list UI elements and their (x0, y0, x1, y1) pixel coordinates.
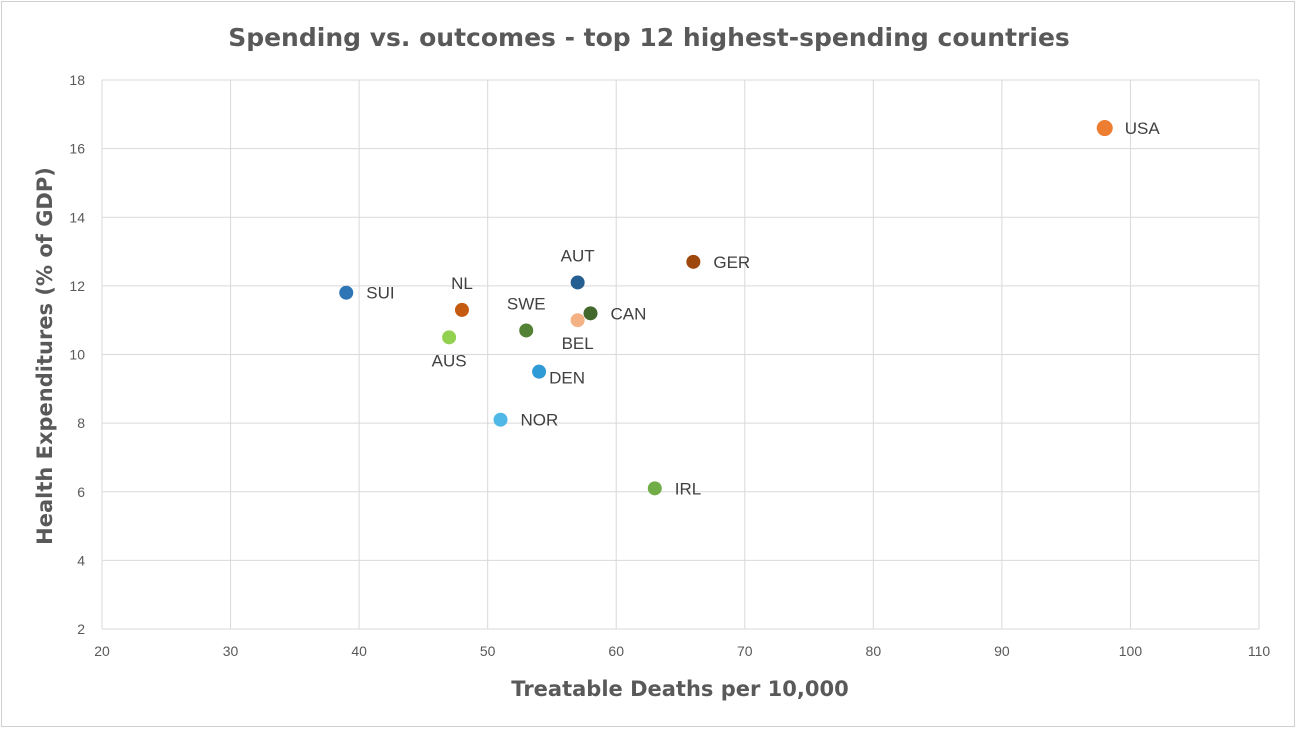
y-tick-label: 8 (77, 415, 85, 431)
x-tick-label: 30 (223, 643, 239, 659)
data-point-marker (570, 275, 585, 290)
y-tick-label: 14 (69, 209, 85, 225)
point-ger: GER (686, 253, 750, 272)
data-point-label: AUT (561, 246, 595, 265)
point-aut: AUT (561, 246, 595, 290)
point-usa: USA (1096, 119, 1161, 138)
data-point-label: GER (713, 253, 750, 272)
data-points: USA GER AUT SUI NL CAN BEL SWE AUS DEN NOR IRL (339, 119, 1160, 498)
y-tick-label: 2 (77, 621, 85, 637)
grid-lines (101, 79, 1260, 630)
data-point-marker (570, 313, 585, 328)
point-nl: NL (451, 274, 473, 317)
data-point-marker (532, 364, 547, 379)
data-point-label: DEN (549, 369, 585, 388)
data-point-label: BEL (562, 334, 594, 353)
data-point-marker (583, 306, 598, 321)
data-point-marker (519, 323, 534, 338)
y-tick-label: 16 (69, 141, 85, 157)
data-point-marker (647, 481, 662, 496)
data-point-marker (686, 254, 701, 269)
y-tick-label: 6 (77, 484, 85, 500)
data-point-label: SWE (507, 294, 546, 313)
y-tick-label: 4 (77, 552, 85, 568)
x-tick-label: 100 (1119, 643, 1143, 659)
data-point-label: CAN (611, 304, 647, 323)
x-tick-label: 110 (1248, 643, 1271, 659)
data-point-label: AUS (432, 351, 467, 370)
data-point-marker (454, 302, 469, 317)
x-tick-label: 90 (994, 643, 1010, 659)
data-point-marker (339, 285, 354, 300)
x-tick-label: 50 (480, 643, 496, 659)
x-axis-title: Treatable Deaths per 10,000 (511, 677, 848, 701)
data-point-label: IRL (675, 479, 701, 498)
point-sui: SUI (339, 284, 395, 303)
axis-ticks: 20 30 40 50 60 70 80 90 100 110 2 4 6 8 10 12 14 16 18 (69, 72, 1270, 659)
data-point-label: SUI (366, 284, 394, 303)
data-point-label: USA (1125, 119, 1161, 138)
y-axis-title: Health Expenditures (% of GDP) (33, 167, 57, 545)
y-tick-label: 18 (69, 72, 85, 88)
point-bel: BEL (562, 313, 594, 353)
point-nor: NOR (493, 411, 559, 430)
data-point-marker (493, 412, 508, 427)
x-tick-label: 70 (737, 643, 753, 659)
x-tick-label: 80 (866, 643, 882, 659)
point-aus: AUS (432, 330, 467, 370)
x-tick-label: 60 (608, 643, 624, 659)
data-point-marker (442, 330, 457, 345)
x-tick-label: 20 (94, 643, 110, 659)
point-irl: IRL (647, 479, 701, 498)
y-tick-label: 12 (69, 278, 85, 294)
x-tick-label: 40 (351, 643, 367, 659)
point-can: CAN (583, 304, 647, 323)
data-point-marker (1096, 120, 1113, 137)
point-den: DEN (532, 364, 585, 388)
point-swe: SWE (507, 294, 546, 338)
data-point-label: NOR (521, 411, 559, 430)
chart-title: Spending vs. outcomes - top 12 highest-s… (228, 23, 1070, 52)
y-tick-label: 10 (69, 347, 85, 363)
data-point-label: NL (451, 274, 473, 293)
